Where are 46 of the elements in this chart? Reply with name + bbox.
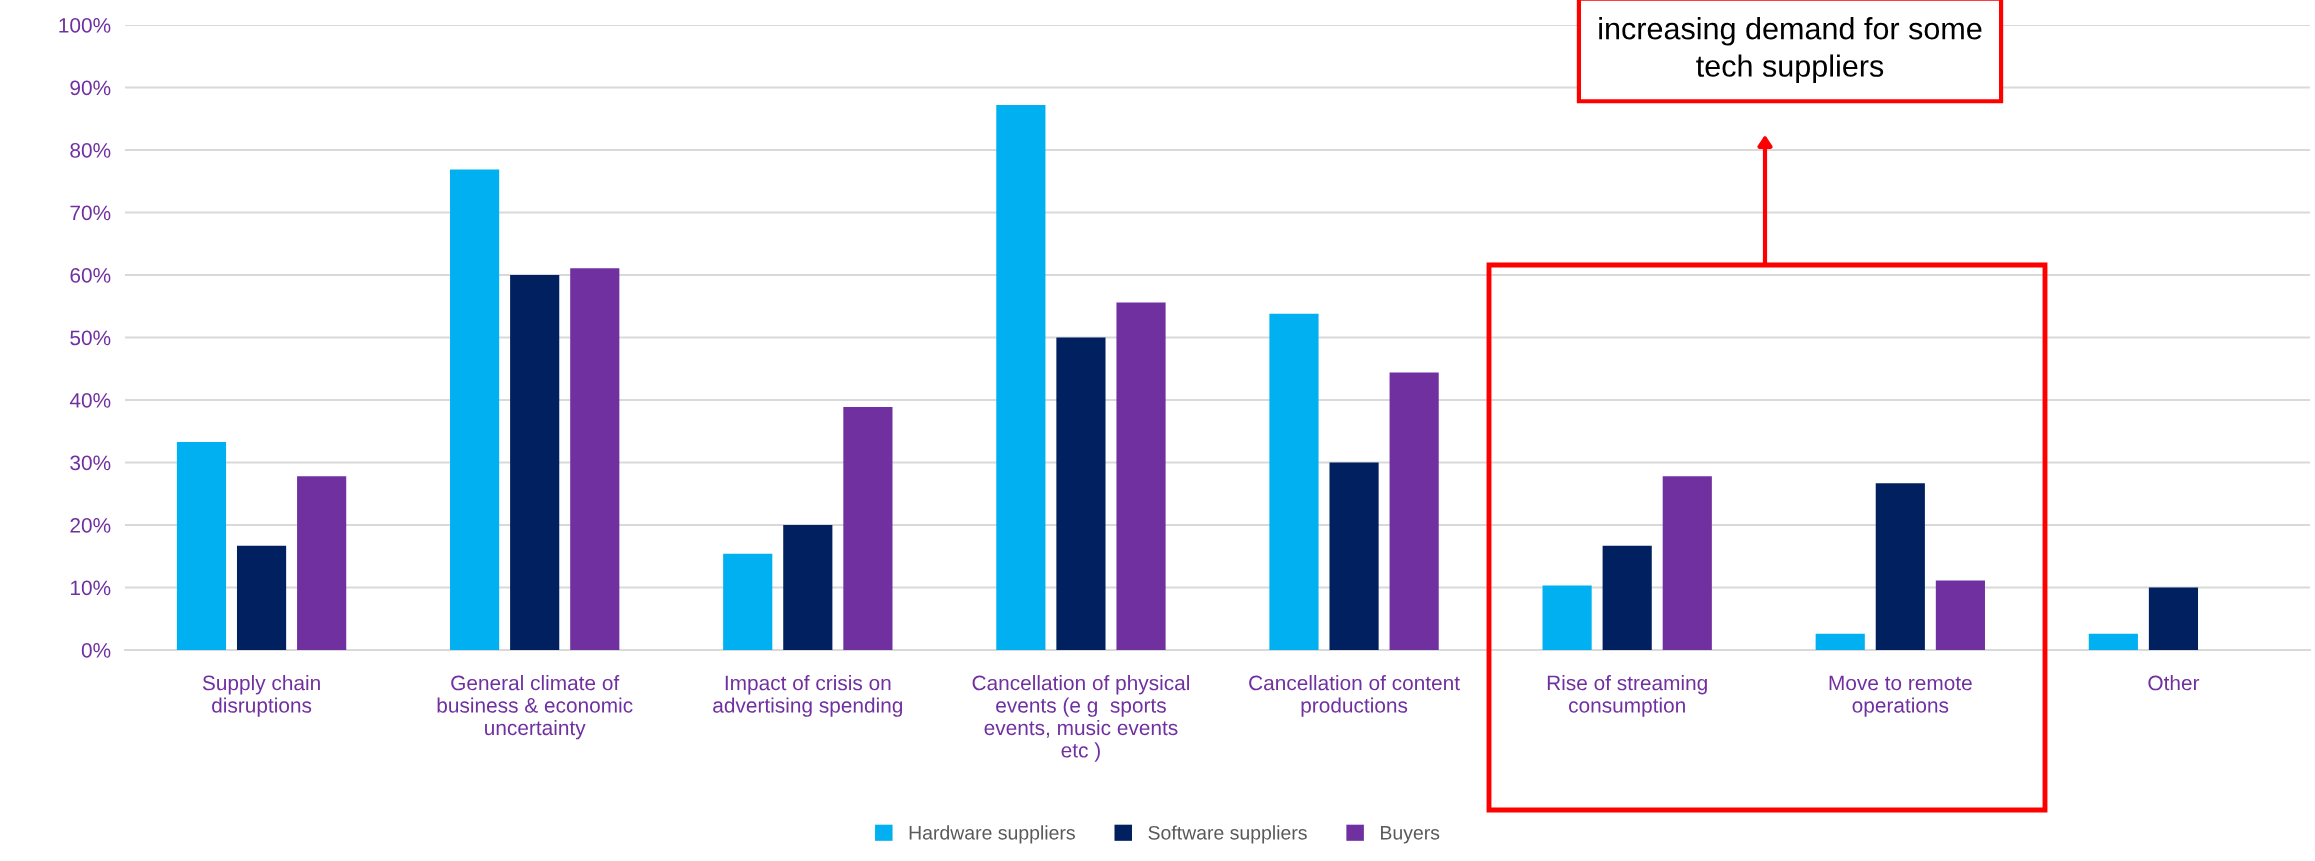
x-tick-label: Cancellation of content productions	[1249, 675, 1460, 717]
bar	[1542, 585, 1592, 650]
y-tick-label: 90%	[70, 80, 111, 96]
bar	[1056, 337, 1106, 650]
bar	[783, 525, 833, 650]
bar	[297, 476, 347, 650]
bar	[1815, 633, 1865, 650]
y-tick-label: 20%	[70, 518, 111, 533]
bar	[176, 441, 227, 650]
bar	[2088, 633, 2138, 650]
bar	[510, 275, 560, 650]
y-tick-label: 80%	[70, 143, 111, 158]
bar	[1662, 476, 1712, 650]
bar	[1389, 372, 1439, 650]
x-tick-label: Move to remote operations	[1829, 675, 1972, 717]
y-tick-label: 40%	[69, 393, 111, 408]
x-tick-label: Impact of crisis on advertising spending	[713, 675, 903, 717]
legend-label: Software suppliers	[1148, 825, 1307, 844]
x-tick-label: General climate of business & economic uncertainty	[437, 675, 633, 740]
bar	[450, 169, 500, 650]
bar	[1269, 313, 1319, 650]
bar	[843, 406, 893, 650]
annotation: increasing demand for some tech suppliers	[1599, 17, 1982, 83]
bar	[723, 553, 773, 650]
legend-label: Hardware suppliers	[909, 825, 1075, 844]
bar	[1875, 483, 1925, 650]
x-tick-label: Cancellation of physical events (e g sports events, music events etc )	[972, 675, 1189, 762]
y-tick-label: 50%	[70, 330, 111, 346]
bar	[996, 105, 1046, 650]
y-tick-label: 60%	[70, 268, 111, 283]
bar	[2148, 587, 2199, 650]
bar	[570, 268, 620, 650]
y-tick-label: 100%	[59, 18, 111, 33]
bar	[1116, 302, 1166, 650]
bar	[1329, 462, 1379, 650]
bar	[236, 545, 287, 650]
x-tick-label: Other	[2148, 675, 2200, 691]
legend-label: Buyers	[1381, 826, 1440, 844]
bar	[1935, 580, 1985, 650]
y-tick-label: 0%	[81, 643, 111, 658]
bar	[1602, 545, 1652, 650]
y-tick-label: 10%	[71, 580, 111, 596]
y-tick-label: 30%	[70, 455, 111, 471]
x-tick-label: Supply chain disruptions	[202, 675, 320, 717]
x-tick-label: Rise of streaming consumption	[1547, 675, 1707, 717]
y-tick-label: 70%	[70, 205, 111, 221]
